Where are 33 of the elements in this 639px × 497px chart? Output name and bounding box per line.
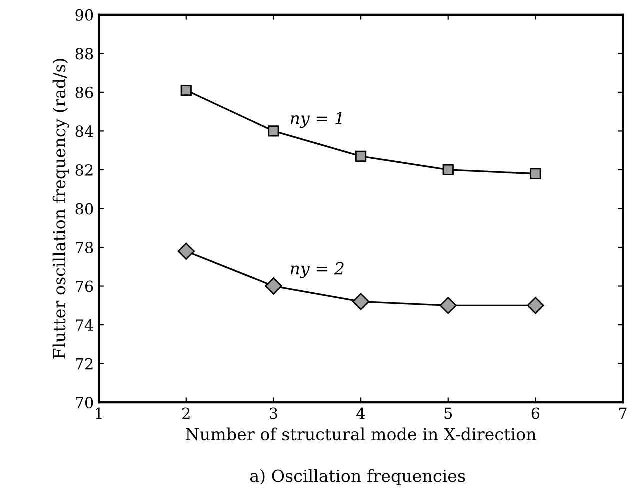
x-tick-label: 5 bbox=[444, 408, 452, 420]
point bbox=[442, 164, 454, 176]
point bbox=[355, 150, 367, 162]
x-tick-label: 4 bbox=[356, 408, 366, 420]
point bbox=[265, 278, 282, 295]
y-tick-label: 72 bbox=[76, 358, 93, 370]
point bbox=[530, 168, 542, 180]
y-tick-label: 88 bbox=[76, 48, 94, 60]
point bbox=[527, 297, 544, 314]
y-tick-label: 90 bbox=[76, 9, 94, 21]
point bbox=[352, 293, 370, 310]
text: a) Oscillation frequencies bbox=[250, 469, 466, 486]
point bbox=[178, 242, 195, 260]
y-tick-label: 78 bbox=[76, 242, 94, 254]
y-tick-label: 80 bbox=[76, 203, 94, 215]
y-axis-title: Flutter oscillation frequency (rad/s) bbox=[52, 59, 70, 359]
x-tick-label: 3 bbox=[270, 408, 278, 420]
x-tick-label: 1 bbox=[96, 408, 102, 420]
y-tick-label: 86 bbox=[76, 86, 94, 98]
y-tick-label: 70 bbox=[76, 397, 94, 409]
y-tick-label: 76 bbox=[76, 280, 94, 292]
y-tick-label: 84 bbox=[76, 126, 94, 138]
y-tick-label: 74 bbox=[76, 320, 94, 331]
y-tick-label: 82 bbox=[76, 164, 93, 176]
x-tick-label: 6 bbox=[532, 408, 540, 420]
point bbox=[180, 84, 192, 96]
x-tick-label: 7 bbox=[619, 408, 627, 420]
point bbox=[440, 297, 457, 314]
series-label: ny = 1 bbox=[290, 112, 342, 128]
x-axis-title: Number of structural mode in X-direction bbox=[186, 428, 536, 441]
series-label: ny = 2 bbox=[290, 262, 344, 278]
point bbox=[268, 126, 280, 137]
x-tick-label: 2 bbox=[182, 408, 190, 420]
